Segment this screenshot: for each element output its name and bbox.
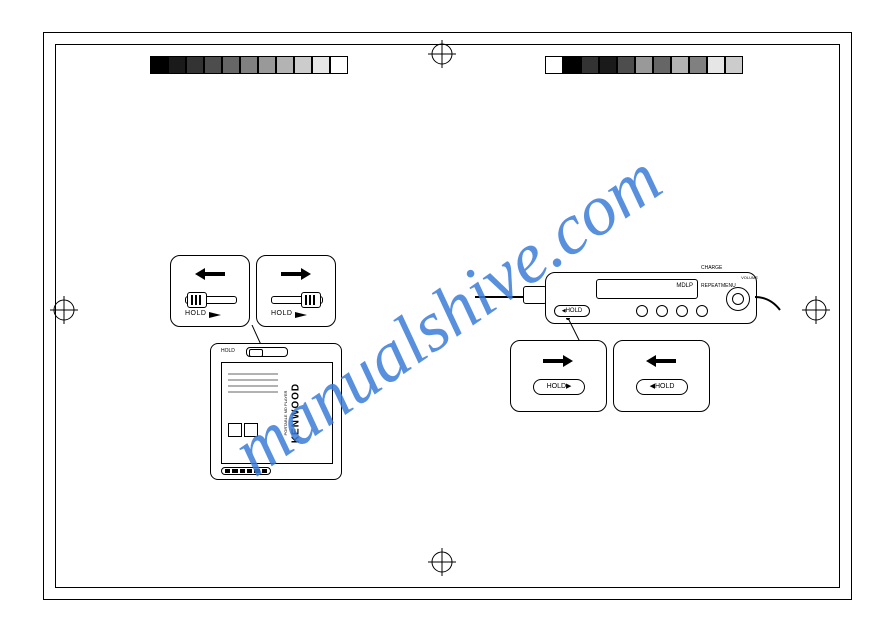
brand-text: KENWOOD <box>290 383 301 443</box>
cable-right <box>755 292 795 312</box>
arrow-left-icon <box>195 268 225 280</box>
charge-label: CHARGE <box>701 265 722 271</box>
remote-body: MDLP CHARGE ◀HOLD REPEAT MENU VOLUME <box>545 272 757 324</box>
crop-mark-right <box>802 296 830 324</box>
main-unit-body: HOLD KENWOOD PORTABLE MD PLAYER <box>210 343 342 480</box>
arrow-right-icon <box>543 355 573 367</box>
main-callout-unlocked: HOLD <box>256 255 336 327</box>
crop-mark-top <box>428 40 456 68</box>
crop-mark-bottom <box>428 548 456 576</box>
repeat-label: REPEAT <box>701 283 721 289</box>
main-unit-diagram: HOLD HOLD HOLD KENWOOD PORTABLE <box>170 255 400 485</box>
volume-label: VOLUME <box>741 275 758 280</box>
remote-hold-switch: ◀HOLD <box>554 305 590 317</box>
arrow-left-icon <box>646 355 676 367</box>
gradient-bar-left <box>150 56 348 74</box>
hold-label-unlocked: HOLD <box>271 310 292 317</box>
mdlp-label: MDLP <box>676 283 693 289</box>
crop-mark-left <box>50 296 78 324</box>
gradient-bar-right <box>545 56 743 74</box>
remote-callout-left: ◀HOLD <box>613 340 710 412</box>
remote-callout-right: HOLD▶ <box>510 340 607 412</box>
main-callout-locked: HOLD <box>170 255 250 327</box>
hold-label-locked: HOLD <box>185 310 206 317</box>
remote-diagram: MDLP CHARGE ◀HOLD REPEAT MENU VOLUME HOL… <box>475 260 795 460</box>
arrow-right-icon <box>281 268 311 280</box>
model-text: PORTABLE MD PLAYER <box>283 391 288 436</box>
